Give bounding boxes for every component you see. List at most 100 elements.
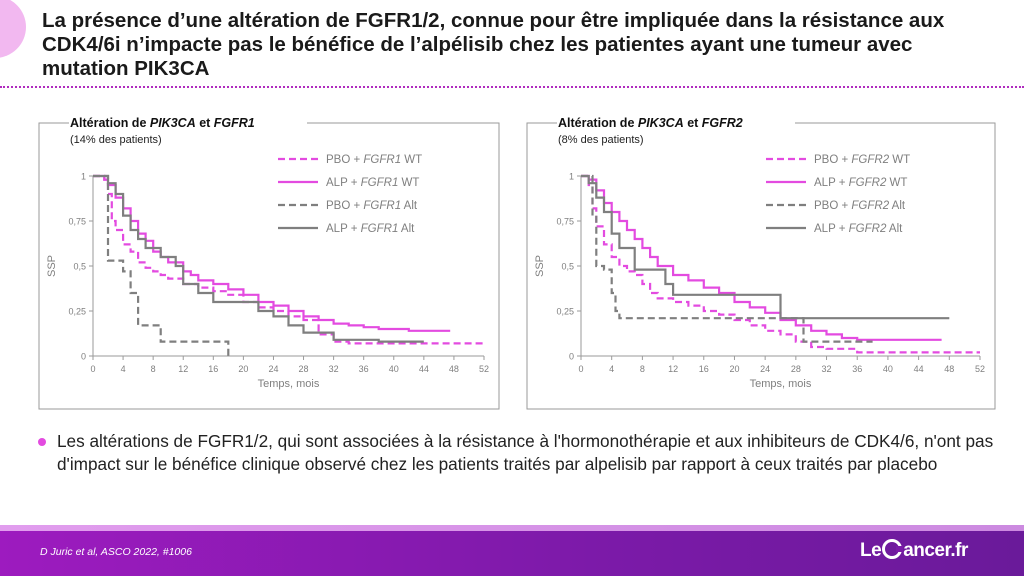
y-tick-label: 0,25 bbox=[556, 307, 574, 317]
x-tick-label: 52 bbox=[479, 364, 489, 374]
legend-label: PBO + FGFR1 Alt bbox=[326, 200, 418, 212]
km-curve-alp_wt bbox=[93, 174, 451, 332]
x-axis-label: Temps, mois bbox=[258, 378, 320, 390]
legend-label-part-2: Alt bbox=[889, 200, 906, 212]
x-tick-label: 24 bbox=[268, 364, 278, 374]
legend-label: PBO + FGFR2 Alt bbox=[814, 200, 906, 212]
chart-title-part-3: FGFR1 bbox=[214, 116, 255, 130]
x-tick-label: 20 bbox=[238, 364, 248, 374]
x-tick-label: 52 bbox=[975, 364, 985, 374]
y-axis-label: SSP bbox=[534, 255, 546, 277]
chart-subtitle: (14% des patients) bbox=[70, 134, 162, 146]
legend-label-part-1: FGFR1 bbox=[363, 154, 401, 166]
km-curve-pbo_wt bbox=[581, 174, 980, 354]
legend-label: ALP + FGFR1 Alt bbox=[326, 223, 415, 235]
y-tick-label: 0,75 bbox=[556, 217, 574, 227]
legend-label-part-1: FGFR1 bbox=[363, 200, 401, 212]
footer-bar: D Juric et al, ASCO 2022, #1006 Le ancer.… bbox=[0, 525, 1024, 576]
x-tick-label: 36 bbox=[359, 364, 369, 374]
legend-label-part-0: PBO + bbox=[326, 200, 363, 212]
x-tick-label: 40 bbox=[883, 364, 893, 374]
y-tick-label: 0 bbox=[81, 352, 86, 362]
bullet-text: Les altérations de FGFR1/2, qui sont ass… bbox=[57, 431, 994, 474]
chart-title-part-0: Altération de bbox=[558, 116, 638, 130]
legend-label-part-1: FGFR2 bbox=[849, 177, 887, 189]
legend-label-part-0: PBO + bbox=[814, 154, 851, 166]
km-curve-alp_alt bbox=[581, 174, 950, 320]
y-tick-label: 1 bbox=[569, 172, 574, 182]
km-curve-pbo_wt bbox=[93, 174, 484, 345]
x-tick-label: 48 bbox=[449, 364, 459, 374]
x-tick-label: 12 bbox=[178, 364, 188, 374]
x-tick-label: 16 bbox=[208, 364, 218, 374]
chart-title-part-0: Altération de bbox=[70, 116, 150, 130]
km-curve-pbo_alt bbox=[93, 174, 230, 356]
legend-label-part-2: Alt bbox=[886, 223, 903, 235]
x-tick-label: 16 bbox=[699, 364, 709, 374]
legend-label-part-2: WT bbox=[398, 177, 419, 189]
x-tick-label: 32 bbox=[329, 364, 339, 374]
legend-label-part-1: FGFR2 bbox=[849, 223, 887, 235]
legend-label-part-1: FGFR2 bbox=[851, 154, 889, 166]
lecancer-logo[interactable]: Le ancer.fr bbox=[860, 539, 968, 562]
x-tick-label: 48 bbox=[944, 364, 954, 374]
legend-label-part-2: WT bbox=[889, 154, 910, 166]
legend-label-part-2: WT bbox=[886, 177, 907, 189]
legend-label-part-2: WT bbox=[401, 154, 422, 166]
legend-label-part-2: Alt bbox=[398, 223, 415, 235]
y-tick-label: 0,5 bbox=[561, 262, 574, 272]
x-tick-label: 28 bbox=[791, 364, 801, 374]
slide-title: La présence d’une altération de FGFR1/2,… bbox=[42, 9, 945, 80]
x-tick-label: 12 bbox=[668, 364, 678, 374]
legend-label-part-1: FGFR2 bbox=[851, 200, 889, 212]
chart-title-part-2: et bbox=[684, 116, 702, 130]
legend-label-part-0: ALP + bbox=[326, 177, 361, 189]
title-divider bbox=[0, 86, 1024, 88]
legend-label: PBO + FGFR2 WT bbox=[814, 154, 910, 166]
chart-title-part-1: PIK3CA bbox=[638, 116, 684, 130]
y-tick-label: 0,25 bbox=[68, 307, 86, 317]
x-tick-label: 8 bbox=[151, 364, 156, 374]
legend-label-part-0: ALP + bbox=[814, 177, 849, 189]
logo-text-right: ancer.fr bbox=[903, 540, 968, 561]
x-tick-label: 4 bbox=[121, 364, 126, 374]
panel-frame bbox=[38, 122, 500, 410]
y-tick-label: 0,75 bbox=[68, 217, 86, 227]
x-tick-label: 36 bbox=[852, 364, 862, 374]
corner-decoration bbox=[0, 0, 26, 58]
x-tick-label: 40 bbox=[389, 364, 399, 374]
chart-title: Altération de PIK3CA et FGFR2 bbox=[558, 116, 743, 130]
y-tick-label: 0 bbox=[569, 352, 574, 362]
x-tick-label: 44 bbox=[419, 364, 429, 374]
legend-label-part-0: PBO + bbox=[326, 154, 363, 166]
x-tick-label: 4 bbox=[609, 364, 614, 374]
legend-label-part-0: PBO + bbox=[814, 200, 851, 212]
legend-label: ALP + FGFR2 Alt bbox=[814, 223, 903, 235]
chart-title-part-1: PIK3CA bbox=[150, 116, 196, 130]
chart-title: Altération de PIK3CA et FGFR1 bbox=[70, 116, 255, 130]
x-tick-label: 24 bbox=[760, 364, 770, 374]
x-tick-label: 44 bbox=[914, 364, 924, 374]
legend-label-part-0: ALP + bbox=[814, 223, 849, 235]
x-tick-label: 0 bbox=[578, 364, 583, 374]
bullet-dot bbox=[38, 438, 46, 446]
logo-text-left: Le bbox=[860, 540, 882, 561]
x-tick-label: 8 bbox=[640, 364, 645, 374]
legend-label: ALP + FGFR1 WT bbox=[326, 177, 419, 189]
km-curve-alp_alt bbox=[93, 174, 424, 343]
legend-label: PBO + FGFR1 WT bbox=[326, 154, 422, 166]
chart-panel-fgfr1: Altération de PIK3CA et FGFR1 (14% des pa… bbox=[38, 116, 500, 410]
panel-frame bbox=[526, 122, 996, 410]
km-curve-pbo_alt bbox=[581, 174, 873, 343]
y-tick-label: 1 bbox=[81, 172, 86, 182]
legend-label-part-1: FGFR1 bbox=[361, 223, 399, 235]
y-tick-label: 0,5 bbox=[73, 262, 86, 272]
chart-title-part-2: et bbox=[196, 116, 214, 130]
chart-panel-fgfr2: Altération de PIK3CA et FGFR2 (8% des pat… bbox=[526, 116, 996, 410]
chart-title-part-3: FGFR2 bbox=[702, 116, 743, 130]
x-axis-label: Temps, mois bbox=[750, 378, 812, 390]
legend-label-part-1: FGFR1 bbox=[361, 177, 399, 189]
legend-label-part-2: Alt bbox=[401, 200, 418, 212]
y-axis-label: SSP bbox=[46, 255, 58, 277]
x-tick-label: 0 bbox=[90, 364, 95, 374]
